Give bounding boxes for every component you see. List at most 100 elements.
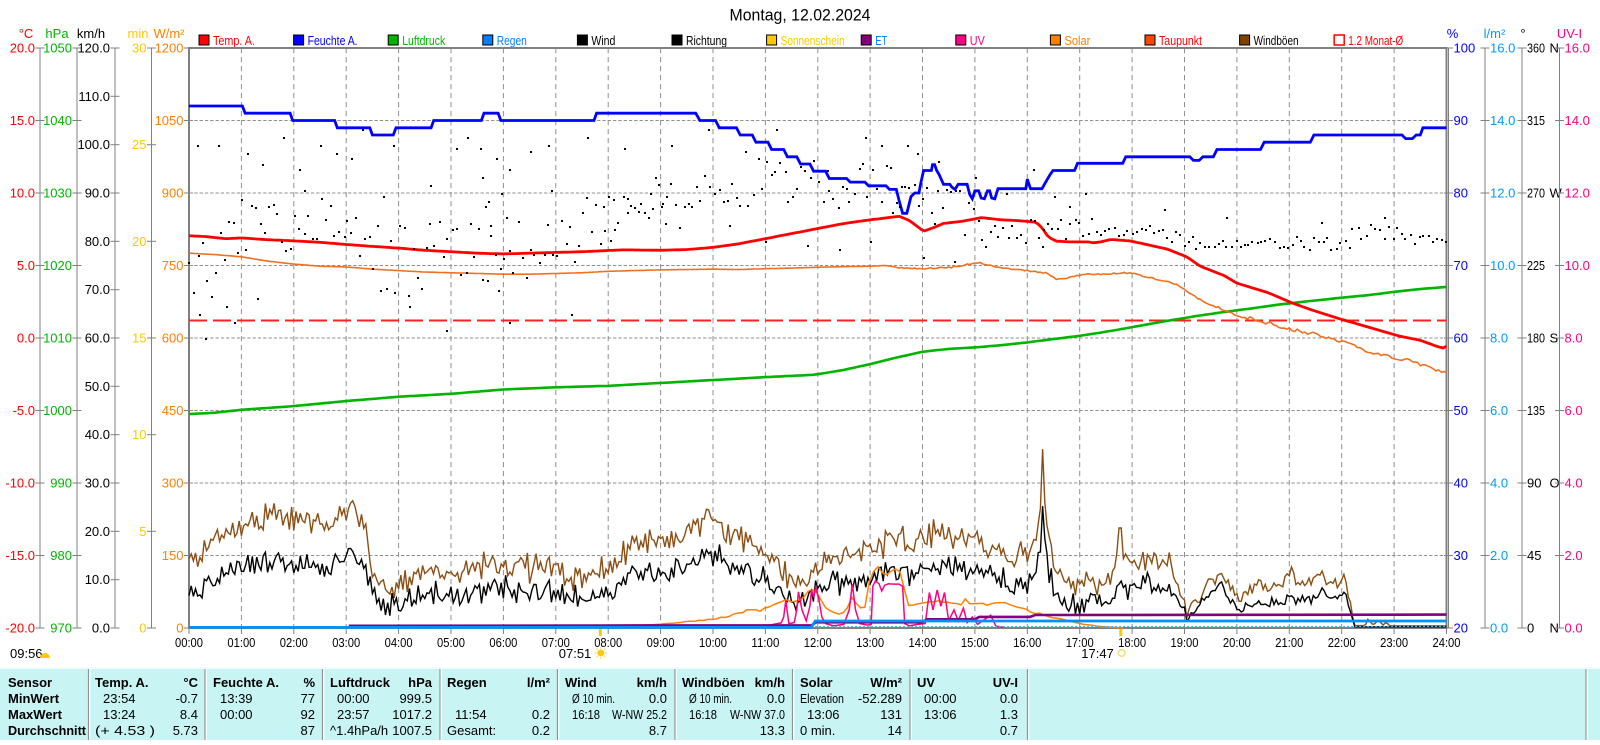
- svg-text:23:57: 23:57: [337, 707, 370, 722]
- svg-text:UV: UV: [917, 675, 935, 690]
- svg-text:22:00: 22:00: [1328, 635, 1356, 650]
- svg-text:1000: 1000: [43, 403, 72, 418]
- svg-text:0: 0: [176, 621, 183, 636]
- svg-text:0.0: 0.0: [1490, 621, 1508, 636]
- svg-text:0.0: 0.0: [767, 691, 785, 706]
- svg-text:-15.0: -15.0: [5, 548, 35, 563]
- svg-text:90: 90: [1454, 113, 1468, 128]
- svg-text:14:00: 14:00: [909, 635, 937, 650]
- svg-text:10.0: 10.0: [1490, 258, 1515, 273]
- svg-text:0.0: 0.0: [1000, 691, 1018, 706]
- svg-text:13.3: 13.3: [760, 723, 785, 738]
- svg-text:5.73: 5.73: [173, 723, 198, 738]
- svg-text:-10.0: -10.0: [5, 476, 35, 491]
- svg-text:Luftdruck: Luftdruck: [330, 675, 391, 690]
- svg-text:%: %: [1447, 26, 1459, 41]
- svg-text:MinWert: MinWert: [8, 691, 60, 706]
- svg-text:%: %: [303, 675, 315, 690]
- svg-text:1.2 Monat-Ø: 1.2 Monat-Ø: [1348, 33, 1403, 48]
- svg-text:hPa: hPa: [45, 26, 69, 41]
- svg-text:10.0: 10.0: [1565, 258, 1590, 273]
- svg-text:°: °: [1520, 26, 1525, 41]
- svg-text:60: 60: [1454, 331, 1468, 346]
- svg-text:l/m²: l/m²: [527, 675, 551, 690]
- svg-text:16.0: 16.0: [1565, 41, 1590, 56]
- svg-text:°C: °C: [19, 26, 34, 41]
- svg-text:16:18: 16:18: [572, 707, 600, 722]
- svg-text:600: 600: [162, 331, 184, 346]
- svg-text:100: 100: [1454, 41, 1476, 56]
- svg-text:1017.2: 1017.2: [392, 707, 432, 722]
- svg-text:Windböen: Windböen: [1254, 33, 1299, 48]
- svg-text:14: 14: [888, 723, 902, 738]
- svg-text:90: 90: [1527, 476, 1541, 491]
- svg-text:Luftdruck: Luftdruck: [402, 33, 445, 48]
- svg-text:-52.289: -52.289: [858, 691, 902, 706]
- svg-text:W-NW 37.0: W-NW 37.0: [730, 707, 785, 722]
- svg-text:2.0: 2.0: [1565, 548, 1583, 563]
- svg-text:16.0: 16.0: [1490, 41, 1515, 56]
- svg-text:80.0: 80.0: [85, 234, 110, 249]
- svg-text:970: 970: [50, 621, 72, 636]
- svg-text:04:00: 04:00: [385, 635, 413, 650]
- svg-text:Elevation: Elevation: [800, 691, 844, 706]
- svg-text:40: 40: [1454, 476, 1468, 491]
- svg-text:0.7: 0.7: [1000, 723, 1018, 738]
- svg-text:18:00: 18:00: [1118, 635, 1146, 650]
- svg-text:11:54: 11:54: [455, 707, 487, 722]
- svg-text:Feuchte A.: Feuchte A.: [213, 675, 279, 690]
- svg-text:20.0: 20.0: [10, 41, 35, 56]
- svg-text:5.0: 5.0: [17, 258, 35, 273]
- svg-text:13:39: 13:39: [220, 691, 253, 706]
- svg-text:Temp. A.: Temp. A.: [213, 33, 255, 48]
- svg-text:Temp. A.: Temp. A.: [95, 675, 148, 690]
- svg-text:8.7: 8.7: [649, 723, 667, 738]
- svg-text:Montag, 12.02.2024: Montag, 12.02.2024: [730, 7, 871, 25]
- svg-text:50.0: 50.0: [85, 379, 110, 394]
- svg-text:Feuchte A.: Feuchte A.: [308, 33, 358, 48]
- svg-text:30: 30: [1454, 548, 1468, 563]
- svg-text:11:00: 11:00: [751, 635, 779, 650]
- svg-text:4.0: 4.0: [1565, 476, 1583, 491]
- svg-text:Taupunkt: Taupunkt: [1159, 33, 1202, 48]
- svg-text:20:00: 20:00: [1223, 635, 1251, 650]
- svg-text:Wind: Wind: [591, 33, 615, 48]
- svg-text:900: 900: [162, 186, 184, 201]
- svg-text:40.0: 40.0: [85, 427, 110, 442]
- svg-text:1010: 1010: [43, 331, 72, 346]
- svg-text:1050: 1050: [43, 41, 72, 56]
- svg-text:180: 180: [1527, 331, 1545, 346]
- svg-text:-20.0: -20.0: [5, 621, 35, 636]
- svg-text:120.0: 120.0: [77, 41, 110, 56]
- svg-text:00:00: 00:00: [924, 691, 957, 706]
- svg-text:12.0: 12.0: [1565, 186, 1590, 201]
- svg-text:Richtung: Richtung: [686, 33, 727, 48]
- svg-text:10:00: 10:00: [699, 635, 727, 650]
- svg-text:hPa: hPa: [408, 675, 433, 690]
- svg-text:0.0: 0.0: [92, 621, 110, 636]
- svg-text:Solar: Solar: [800, 675, 833, 690]
- svg-text:12:00: 12:00: [804, 635, 832, 650]
- svg-text:1030: 1030: [43, 186, 72, 201]
- svg-text:360: 360: [1527, 41, 1545, 56]
- svg-text:4.0: 4.0: [1490, 476, 1508, 491]
- svg-text:990: 990: [50, 476, 72, 491]
- svg-text:8.0: 8.0: [1565, 331, 1583, 346]
- svg-text:100.0: 100.0: [77, 137, 110, 152]
- svg-text:0.2: 0.2: [532, 707, 550, 722]
- svg-text:0.0: 0.0: [1565, 621, 1583, 636]
- svg-text:110.0: 110.0: [78, 89, 110, 104]
- svg-text:W/m²: W/m²: [870, 675, 902, 690]
- svg-text:Regen: Regen: [447, 675, 487, 690]
- svg-text:Wind: Wind: [565, 675, 597, 690]
- svg-text:05:00: 05:00: [437, 635, 465, 650]
- svg-text:20: 20: [132, 234, 146, 249]
- svg-text:0.2: 0.2: [532, 723, 550, 738]
- svg-text:min: min: [128, 26, 149, 41]
- svg-text:14.0: 14.0: [1565, 113, 1590, 128]
- svg-text:km/h: km/h: [637, 675, 667, 690]
- svg-text:2.0: 2.0: [1490, 548, 1508, 563]
- svg-text:980: 980: [50, 548, 72, 563]
- svg-text:300: 300: [162, 476, 184, 491]
- svg-text:Sensor: Sensor: [8, 675, 52, 690]
